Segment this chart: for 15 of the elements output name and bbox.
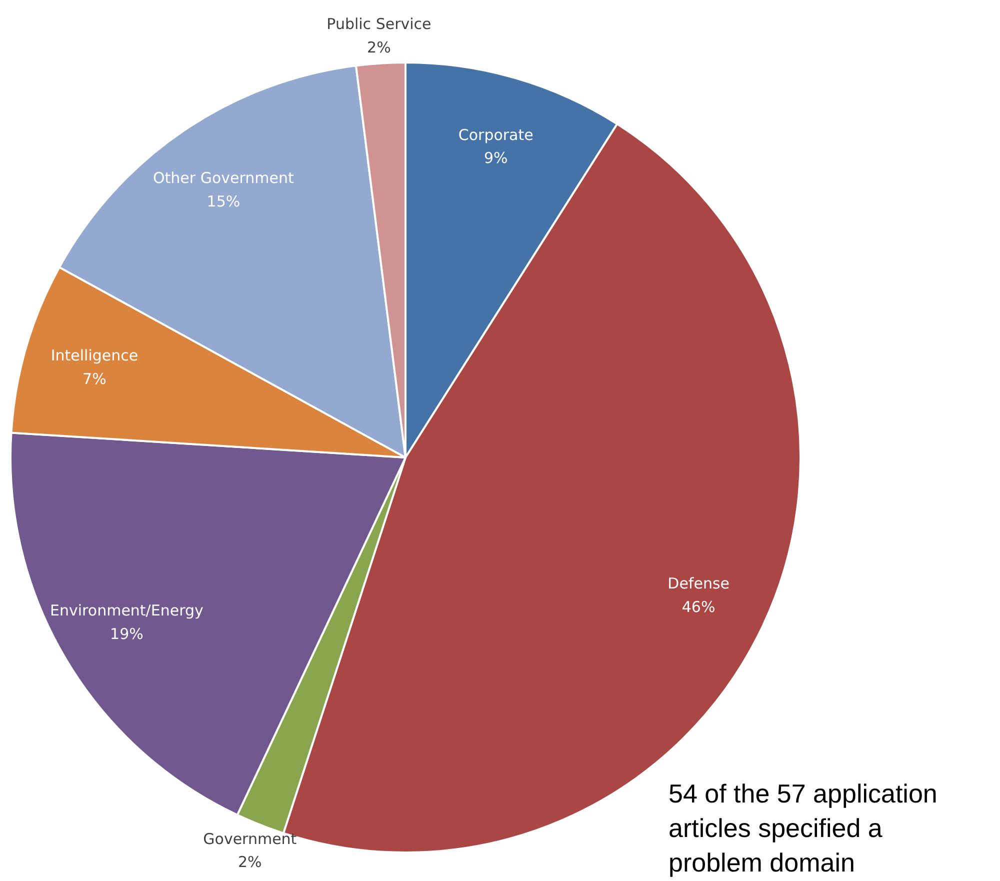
data-label: 46% (682, 598, 716, 616)
data-label: 19% (110, 625, 144, 644)
slice-label: Government (203, 830, 297, 848)
slice-label: Public Service (326, 14, 432, 33)
slice-label: Environment/Energy (50, 602, 204, 620)
text: 54 of the 57 application articles specified a problem domain (668, 778, 938, 878)
slice-label: Intelligence (50, 346, 138, 364)
slice-label: Other Government (152, 168, 294, 187)
data-label: 15% (206, 192, 240, 210)
data-label: 2% (238, 853, 262, 872)
data-label: 2% (367, 38, 391, 56)
data-label: 7% (82, 370, 106, 388)
slice-label: Corporate (458, 126, 534, 144)
slice-label: Defense (668, 574, 730, 593)
data-label: 9% (484, 149, 508, 168)
